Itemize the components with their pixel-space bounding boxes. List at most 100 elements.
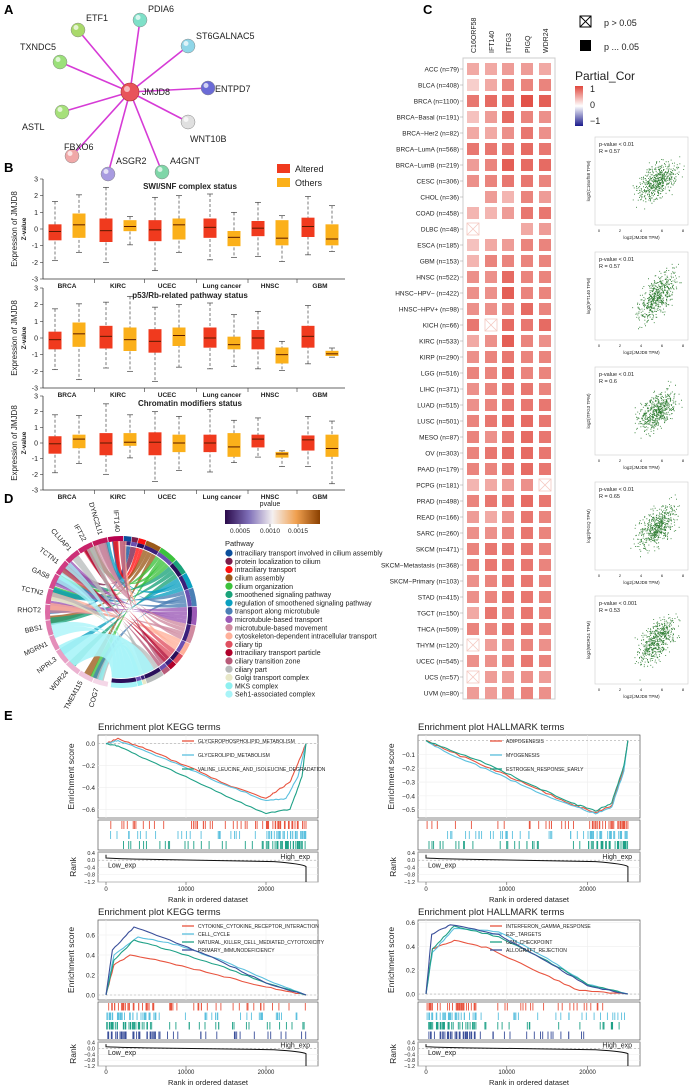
pathway-arc — [145, 670, 164, 684]
heatmap-cell — [485, 527, 497, 539]
heatmap-cell — [502, 463, 514, 475]
scatter-plot: p-value < 0.01R = 0.57 log2(C16orf58 TPM)… — [586, 136, 689, 240]
heatmap-cell — [485, 383, 497, 395]
heatmap-cell — [539, 287, 551, 299]
category-label: GBM — [312, 283, 327, 290]
rank-tick-label: 0.4 — [407, 851, 415, 857]
heatmap-cell — [485, 95, 497, 107]
node-label: A4GNT — [170, 156, 201, 166]
row-label: CESC (n=306) — [417, 179, 459, 186]
colorbar-tick-label: 0 — [590, 100, 595, 110]
pvalue-arc — [164, 658, 173, 666]
legend-label: cilium assembly — [235, 576, 285, 583]
pvalue-arc — [156, 551, 173, 566]
category-label: Lung cancer — [203, 494, 242, 501]
heatmap-cell — [539, 351, 551, 363]
heatmap-cell — [521, 431, 533, 443]
category-label: UCEC — [158, 494, 177, 501]
heatmap-cell — [467, 527, 479, 539]
scatter-x-tick: 2 — [619, 458, 622, 463]
heatmap-cell — [467, 143, 479, 155]
row-label: THCA (n=509) — [417, 627, 459, 634]
sig-legend-box — [580, 40, 591, 51]
heatmap-cell — [485, 351, 497, 363]
heatmap-cell — [467, 655, 479, 667]
y-axis-label-2: Z-value — [21, 326, 28, 349]
heatmap-cell — [467, 95, 479, 107]
heatmap-cell — [502, 623, 514, 635]
heatmap-cell — [485, 239, 497, 251]
low-exp-label: Low_exp — [108, 863, 136, 870]
heatmap-cell — [485, 575, 497, 587]
y-tick-label: −0.1 — [402, 752, 415, 759]
cross-mark — [466, 670, 480, 684]
legend-label: smoothened signaling pathway — [235, 592, 332, 599]
x-axis-label: Rank in ordered dataset — [168, 1078, 249, 1087]
nonsignificant-cell — [466, 638, 480, 652]
network-edge — [129, 91, 163, 173]
row-label: OV (n=303) — [425, 451, 459, 458]
scatter-plot: p-value < 0.01R = 0.6 log2(ITFG3 TPM) log2… — [586, 366, 689, 470]
colorbar-tick-label: 0.0010 — [260, 528, 280, 535]
gene-label: COG7 — [88, 687, 100, 708]
chord-ribbon — [63, 565, 162, 667]
es-plot-frame — [417, 734, 641, 819]
legend-label: INTERFERON_GAMMA_RESPONSE — [506, 924, 591, 930]
boxplot-subplot: 3 2 1 0 -1 -2 -3 SWI/SNF complex status BRCA KIRC… — [10, 177, 345, 290]
y-tick-label: 2 — [34, 193, 38, 200]
category-label: GBM — [312, 494, 327, 501]
gene-label: WDR24 — [49, 669, 70, 692]
y-tick-label: −0.4 — [402, 793, 415, 800]
heatmap-cell — [521, 239, 533, 251]
rank-tick-label: −0.4 — [84, 1052, 95, 1058]
category-label: HNSC — [261, 392, 280, 399]
rank-axis-label: Rank — [388, 1043, 398, 1064]
row-label: UCS (n=57) — [425, 675, 460, 682]
scatter-y-label: log2(PIGQ TPM) — [586, 509, 591, 543]
heatmap-cell — [502, 543, 514, 555]
heatmap-cell — [521, 415, 533, 427]
low-exp-label: Low_exp — [428, 863, 456, 870]
hit-marks — [107, 1031, 307, 1039]
row-label: HNSC−HPV+ (n=98) — [399, 307, 459, 314]
network-edge — [71, 91, 131, 157]
rank-tick-label: −0.4 — [84, 865, 95, 871]
legend-label: CELL_CYCLE — [198, 932, 231, 938]
others-box — [227, 336, 241, 350]
heatmap-cell — [521, 607, 533, 619]
boxplot-panel: 3 2 1 0 -1 -2 -3 SWI/SNF complex status BRCA KIRC… — [10, 164, 345, 501]
row-label: SKCM−Primary (n=103) — [390, 579, 459, 586]
y-tick-label: −0.2 — [402, 766, 415, 773]
heatmap-cell — [502, 639, 514, 651]
heatmap-cell — [467, 447, 479, 459]
others-box — [275, 451, 289, 458]
p-value-label: p-value < 0.001 — [599, 601, 637, 607]
heatmap-cell — [467, 271, 479, 283]
row-label: SARC (n=260) — [417, 531, 459, 538]
y-tick-label: -2 — [32, 260, 38, 267]
y-tick-label: 0.0 — [86, 741, 95, 748]
row-label: LUAD (n=515) — [417, 403, 459, 410]
low-exp-label: Low_exp — [108, 1050, 136, 1057]
heatmap-cell — [539, 511, 551, 523]
rank-frame — [97, 1041, 319, 1067]
scatter-x-label: log2(JMJD8 TPM) — [623, 235, 660, 240]
hits-frame — [417, 1001, 641, 1041]
x-axis-label: Rank in ordered dataset — [168, 895, 249, 904]
heatmap-cell — [539, 239, 551, 251]
heatmap-cell — [539, 495, 551, 507]
pvalue-arc — [169, 563, 182, 578]
row-label: COAD (n=458) — [416, 211, 459, 218]
scatter-x-tick: 6 — [661, 458, 664, 463]
heatmap-cell — [502, 575, 514, 587]
legend-dot — [225, 657, 233, 665]
category-label: HNSC — [261, 494, 280, 501]
heatmap-cell — [467, 479, 479, 491]
heatmap-cell — [467, 287, 479, 299]
network-node — [200, 80, 216, 96]
node-label: FBXO6 — [64, 142, 94, 152]
heatmap-cell — [539, 671, 551, 683]
rank-tick-label: 0.0 — [87, 1047, 95, 1053]
y-tick-label: 0.2 — [406, 968, 415, 975]
node-label: ST6GALNAC5 — [196, 31, 255, 41]
